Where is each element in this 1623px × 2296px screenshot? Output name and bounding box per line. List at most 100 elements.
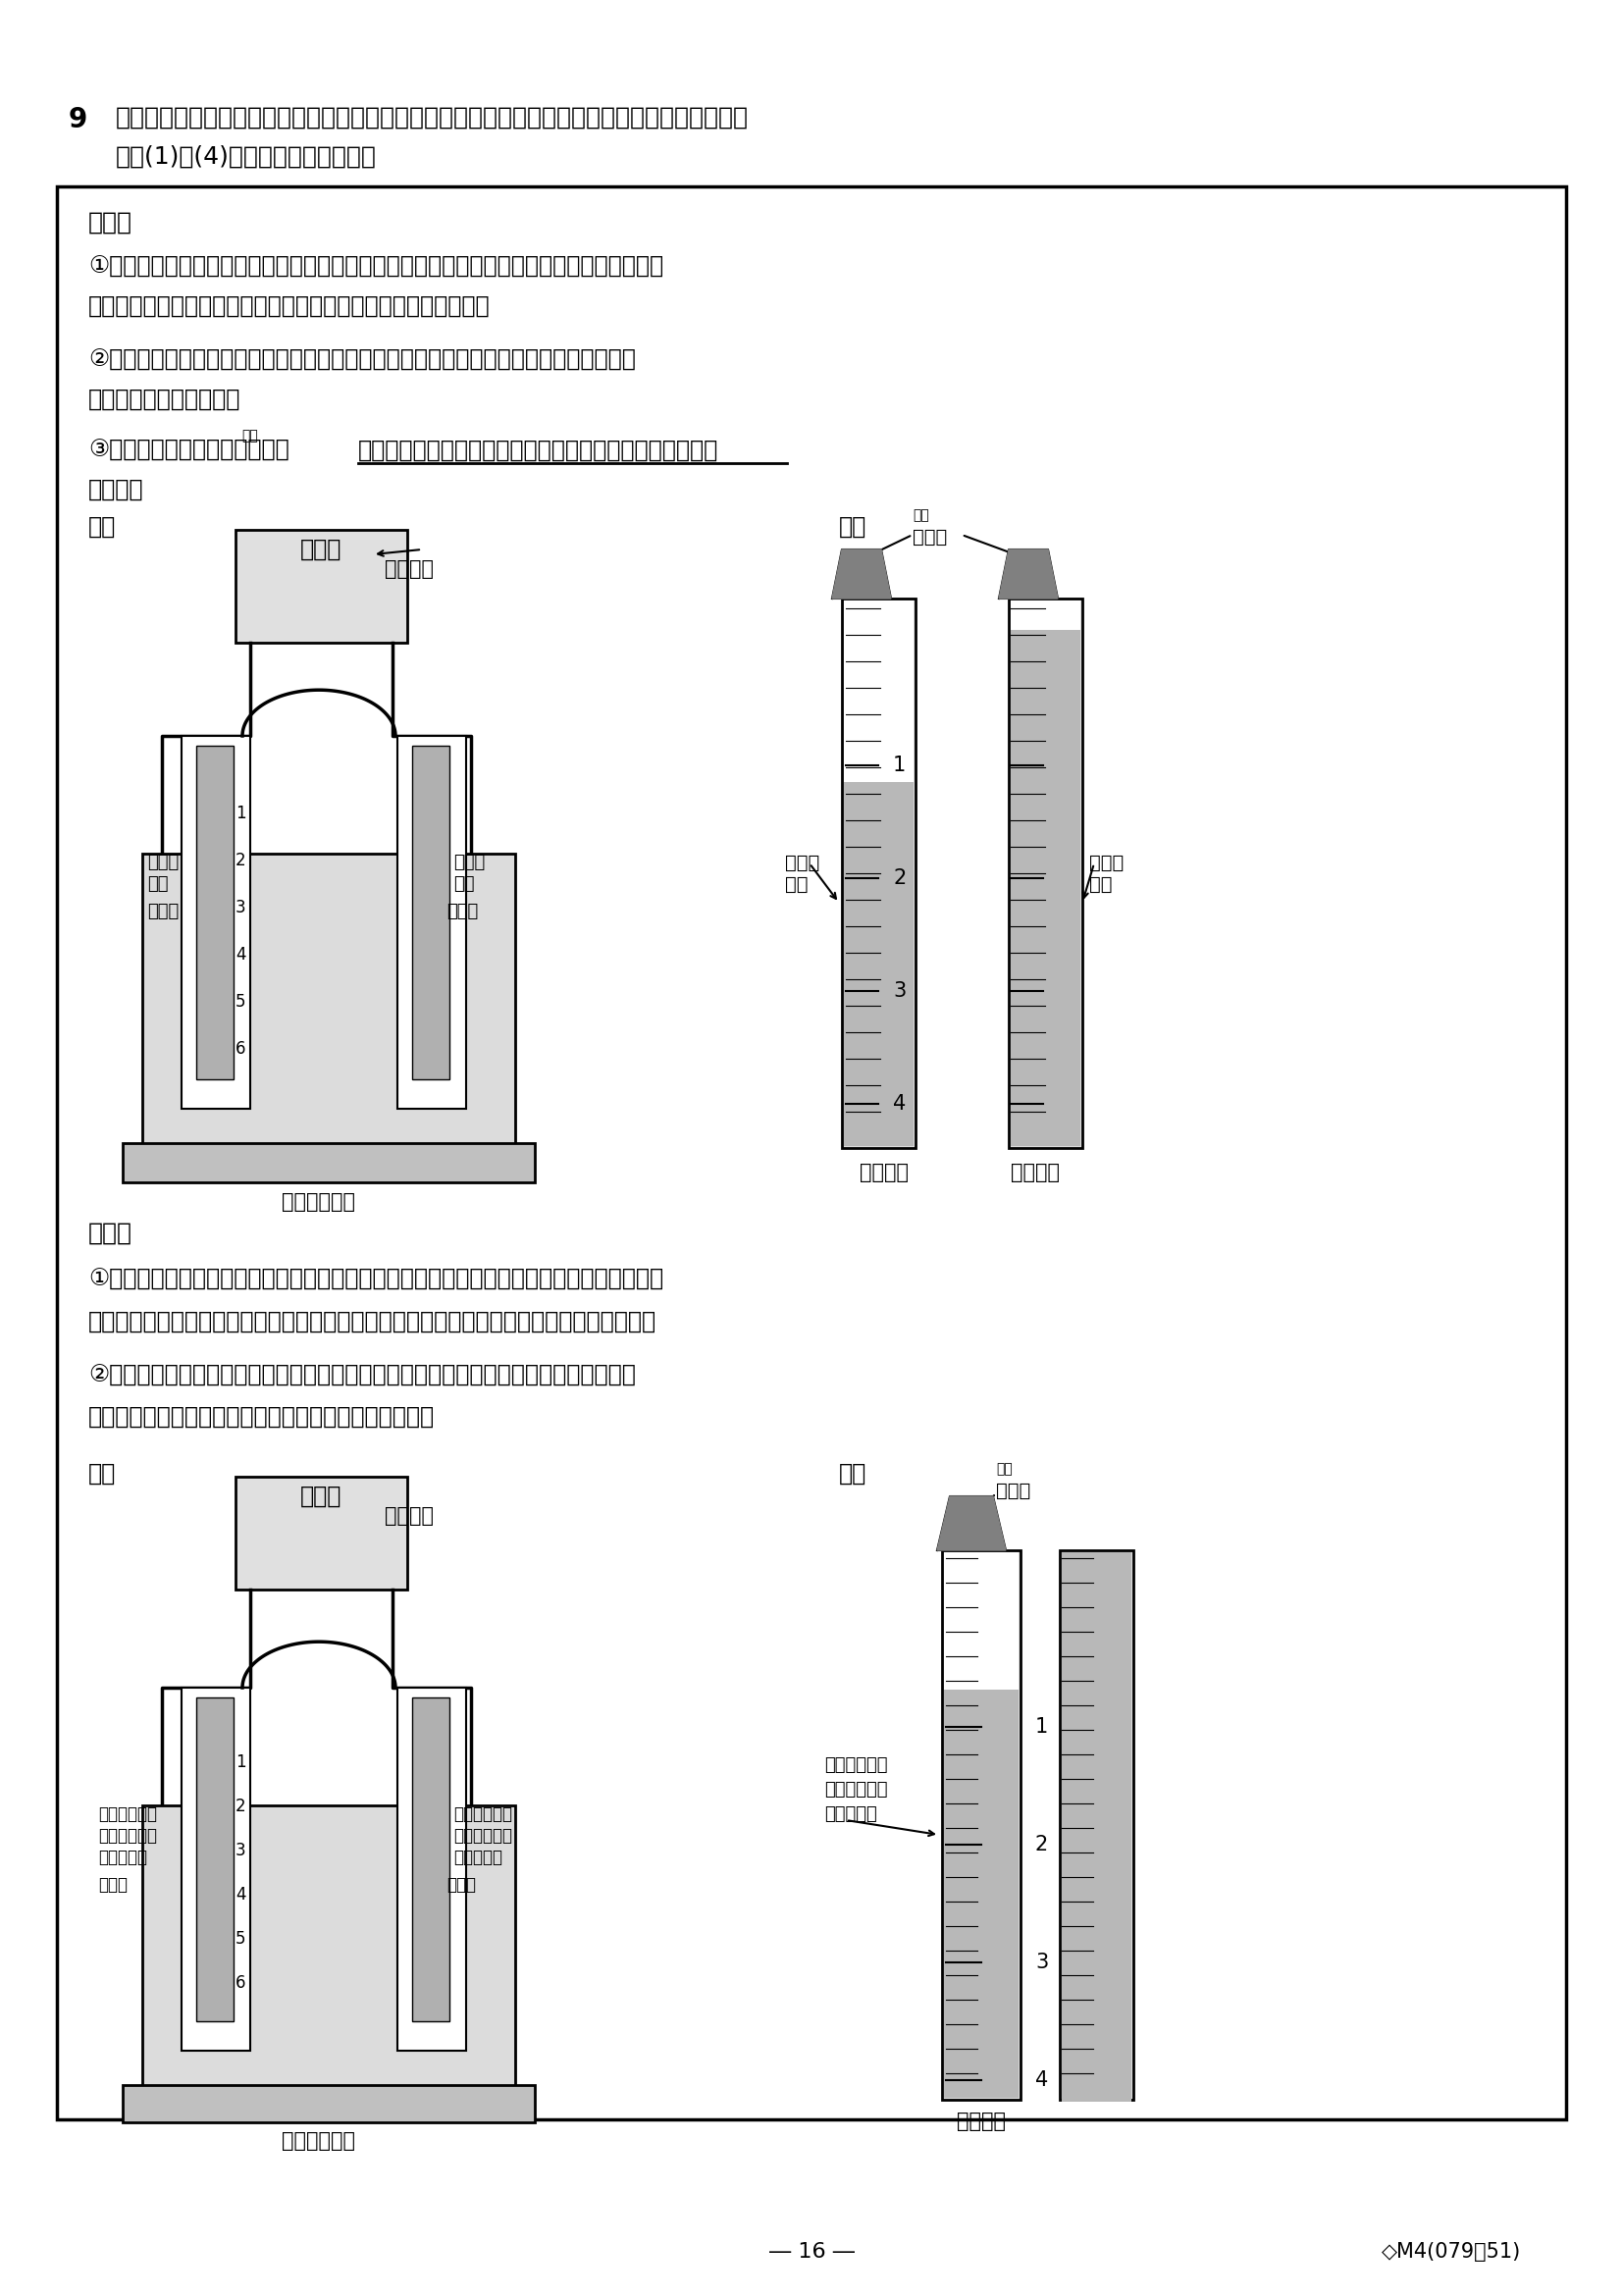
Text: 4: 4 [893, 1093, 906, 1114]
Text: 6: 6 [235, 1040, 245, 1058]
Polygon shape [833, 549, 891, 599]
Bar [412, 1697, 450, 2020]
Text: 電極ａ側: 電極ａ側 [860, 1162, 909, 1182]
Text: ― 16 ―: ― 16 ― [769, 2241, 854, 2262]
Text: 1: 1 [1035, 1717, 1048, 1736]
Text: 電気分解装置: 電気分解装置 [282, 1192, 355, 1212]
Text: せん: せん [242, 429, 258, 443]
Text: 電極ａ側に集まった気体の性質を調べるための操作を行っ: 電極ａ側に集まった気体の性質を調べるための操作を行っ [359, 439, 719, 461]
Bar [1011, 602, 1081, 629]
Text: た。: た。 [88, 478, 144, 501]
Polygon shape [936, 1497, 1006, 1550]
Bar [182, 1688, 250, 2050]
Text: 切った。なお，電極ｄ側にも気体が集まっていた。: 切った。なお，電極ｄ側にも気体が集まっていた。 [88, 1405, 435, 1428]
Bar [1011, 629, 1081, 1146]
Text: 4: 4 [235, 946, 245, 964]
Text: 3: 3 [235, 1841, 247, 1860]
Text: 1: 1 [235, 1754, 247, 1770]
Text: 塩酸: 塩酸 [786, 875, 808, 893]
Text: 電極ｄ: 電極ｄ [446, 1876, 476, 1894]
Text: 5: 5 [235, 992, 245, 1010]
Bar [196, 746, 234, 1079]
Text: 5: 5 [235, 1931, 245, 1947]
Text: 電気分解装置: 電気分解装置 [282, 2131, 355, 2151]
Text: 電極ｃ: 電極ｃ [97, 1876, 128, 1894]
Bar [235, 1476, 407, 1589]
Text: で，電源を切った。: で，電源を切った。 [88, 388, 240, 411]
Bar [123, 2085, 536, 2122]
Text: ②　１分後，電極ａ側，電極ｂ側に集まった気体の体積が，図２のようになったところ: ② １分後，電極ａ側，電極ｂ側に集まった気体の体積が，図２のようになったところ [88, 349, 636, 372]
Text: 2: 2 [1035, 1835, 1048, 1855]
Text: ゴム栓: ゴム栓 [912, 528, 948, 546]
Text: 少量の水酸化: 少量の水酸化 [824, 1756, 888, 1775]
Bar [1060, 1550, 1133, 2101]
Text: 4: 4 [1035, 2071, 1048, 2089]
Bar [398, 737, 466, 1109]
Text: 電源装置: 電源装置 [385, 1506, 433, 1527]
Text: 電極ｂ側: 電極ｂ側 [1011, 1162, 1060, 1182]
Text: 電極ａ: 電極ａ [148, 902, 179, 921]
Bar [941, 1550, 1021, 2101]
Text: ナトリウムを: ナトリウムを [453, 1828, 513, 1844]
Bar [57, 186, 1566, 2119]
Bar [398, 1688, 466, 2050]
Text: 図３: 図３ [88, 1463, 115, 1486]
Text: 少量の水酸化: 少量の水酸化 [453, 1805, 513, 1823]
Text: ◇M4(079－51): ◇M4(079－51) [1381, 2241, 1521, 2262]
Text: 塩酸: 塩酸 [1089, 875, 1112, 893]
Text: とかした水: とかした水 [453, 1848, 503, 1867]
Text: 図４: 図４ [839, 1463, 867, 1486]
Bar [123, 1143, 536, 1182]
Text: うすい: うすい [786, 854, 820, 872]
Text: 3: 3 [1035, 1952, 1048, 1972]
Text: 図２: 図２ [839, 514, 867, 540]
Text: 実験２: 実験２ [88, 1221, 133, 1244]
Text: 1: 1 [893, 755, 906, 776]
Text: うすい: うすい [453, 854, 485, 870]
Text: 塩酸: 塩酸 [148, 875, 169, 893]
Bar [842, 599, 915, 1148]
Text: せん: せん [997, 1463, 1013, 1476]
Text: 2: 2 [235, 1798, 247, 1816]
Text: 少量の水酸化: 少量の水酸化 [97, 1805, 157, 1823]
Text: ところ，電極ａ，電極ｂからは，それぞれ気体が発生した。: ところ，電極ａ，電極ｂからは，それぞれ気体が発生した。 [88, 294, 490, 317]
Text: －　＋: － ＋ [300, 1486, 342, 1508]
Text: 塩酸: 塩酸 [453, 875, 474, 893]
Text: 1: 1 [235, 804, 247, 822]
Text: との(1)〜(4)の問いに答えなさい。: との(1)〜(4)の問いに答えなさい。 [115, 145, 377, 170]
Text: 2: 2 [893, 868, 906, 889]
Text: 3: 3 [235, 898, 247, 916]
Bar [412, 746, 450, 1079]
Text: ナトリウムを: ナトリウムを [97, 1828, 157, 1844]
Bar [1010, 599, 1083, 1148]
Bar [182, 737, 250, 1109]
Text: 6: 6 [235, 1975, 245, 1993]
Text: 電気分解によって発生する気体を調べるため，次の実験１，２を行いました。これに関して，あ: 電気分解によって発生する気体を調べるため，次の実験１，２を行いました。これに関し… [115, 106, 748, 129]
Text: ①　図１のように，電気分解装置にうすい塩酸を満たし，一定の電圧をかけて電流を流した: ① 図１のように，電気分解装置にうすい塩酸を満たし，一定の電圧をかけて電流を流し… [88, 255, 664, 278]
Text: 電極ｂ: 電極ｂ [446, 902, 479, 921]
Text: ②　１分後，電極ｃ側に集まった気体の体積が，図４のようになったところで，電源を: ② １分後，電極ｃ側に集まった気体の体積が，図４のようになったところで，電源を [88, 1364, 636, 1387]
Text: 9: 9 [68, 106, 88, 133]
Text: せん: せん [912, 507, 928, 521]
Text: ①　図３のように，電気分解装置に少量の水酸化ナトリウムをとかした水を満たし，一定の: ① 図３のように，電気分解装置に少量の水酸化ナトリウムをとかした水を満たし，一定… [88, 1267, 664, 1290]
Bar [143, 1805, 514, 2089]
Text: 4: 4 [235, 1885, 245, 1903]
Bar [235, 530, 407, 643]
Bar [945, 1690, 1019, 2099]
Bar [196, 1697, 234, 2020]
Text: とかした水: とかした水 [97, 1848, 148, 1867]
Text: ゴム栓: ゴム栓 [997, 1481, 1031, 1499]
Text: 電圧をかけて電流を流したところ，電極ｃ，電極ｄからは，それぞれ気体が発生した。: 電圧をかけて電流を流したところ，電極ｃ，電極ｄからは，それぞれ気体が発生した。 [88, 1311, 657, 1334]
Bar [143, 854, 514, 1148]
Text: 電極ｃ側: 電極ｃ側 [956, 2112, 1006, 2131]
Text: とかした水: とかした水 [824, 1805, 876, 1823]
Text: 2: 2 [235, 852, 247, 870]
Bar [1061, 1552, 1131, 2101]
Text: うすい: うすい [1089, 854, 1123, 872]
Text: ③　電極ａ側のゴム栓をとり，: ③ 電極ａ側のゴム栓をとり， [88, 439, 289, 461]
Polygon shape [998, 549, 1058, 599]
Text: 電源装置: 電源装置 [385, 560, 433, 579]
Text: ナトリウムを: ナトリウムを [824, 1782, 888, 1798]
Text: うすい: うすい [148, 854, 179, 870]
Text: －　＋: － ＋ [300, 537, 342, 560]
